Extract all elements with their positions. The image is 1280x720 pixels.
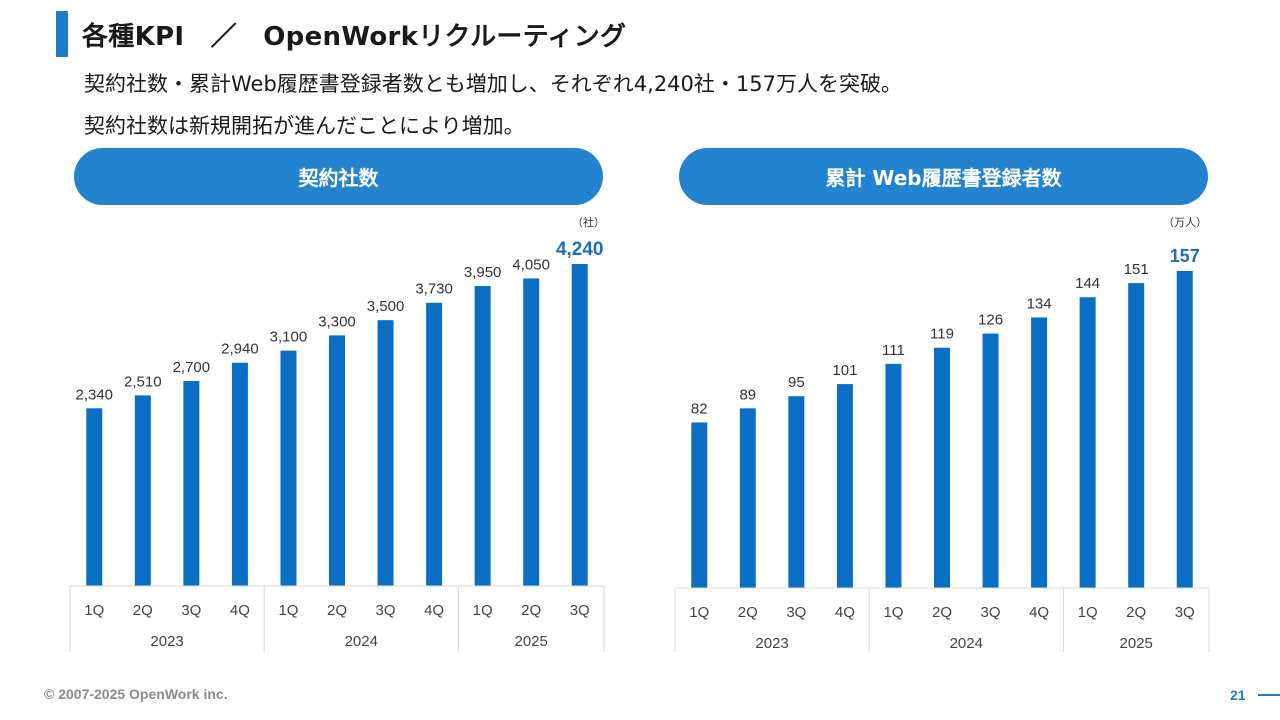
copyright: © 2007-2025 OpenWork inc. (44, 686, 228, 702)
year-label: 2025 (1119, 635, 1152, 652)
bar (329, 335, 345, 586)
quarter-label: 4Q (1029, 604, 1049, 621)
quarter-label: 4Q (230, 602, 250, 619)
quarter-label: 2Q (327, 602, 347, 619)
data-label: 3,730 (415, 281, 453, 298)
bar (885, 363, 902, 588)
quarter-label: 3Q (376, 602, 396, 619)
quarter-label: 2Q (738, 604, 758, 621)
data-label: 2,510 (124, 373, 162, 390)
data-label: 82 (691, 400, 708, 417)
quarter-label: 4Q (835, 604, 855, 621)
quarter-label: 3Q (570, 602, 590, 619)
quarter-label: 1Q (278, 602, 298, 619)
data-label: 3,100 (270, 329, 308, 346)
quarter-label: 1Q (689, 604, 709, 621)
data-label: 2,340 (75, 386, 113, 403)
year-label: 2024 (345, 633, 378, 650)
data-label: 3,950 (464, 264, 502, 281)
data-label: 144 (1075, 275, 1100, 292)
data-label: 101 (832, 362, 857, 379)
bar (523, 278, 540, 586)
bar (1176, 271, 1193, 588)
quarter-label: 2Q (1126, 604, 1146, 621)
quarter-label: 2Q (133, 602, 153, 619)
year-label: 2023 (755, 635, 788, 652)
quarter-label: 4Q (424, 602, 444, 619)
bar (426, 302, 443, 586)
year-label: 2025 (514, 633, 547, 650)
data-label: 126 (978, 312, 1003, 329)
bar (934, 347, 950, 588)
quarter-label: 3Q (786, 604, 806, 621)
quarter-label: 3Q (1175, 604, 1195, 621)
quarter-label: 1Q (473, 602, 493, 619)
page-number: 21 (1230, 687, 1246, 703)
bar (1128, 283, 1145, 588)
bar (134, 395, 151, 586)
bar (739, 408, 756, 588)
chart-title-contracts: 契約社数 (74, 148, 603, 205)
bar (183, 380, 200, 586)
bar (691, 422, 708, 588)
bar (836, 384, 853, 588)
data-label: 4,050 (512, 256, 550, 273)
year-label: 2023 (150, 633, 183, 650)
contracts-chart: 2,340 2,510 2,700 2,940 3,100 3,300 3,500 3,730… (69, 239, 605, 652)
data-label: 89 (739, 386, 756, 403)
data-label: 134 (1027, 295, 1052, 312)
bar (231, 362, 248, 586)
data-label: 111 (882, 342, 905, 359)
bar (86, 408, 103, 586)
page-number-line (1258, 694, 1280, 696)
data-label: 4,240 (556, 239, 604, 260)
quarter-label: 3Q (181, 602, 201, 619)
quarter-label: 1Q (1078, 604, 1098, 621)
data-label: 3,300 (318, 313, 356, 330)
quarter-label: 2Q (521, 602, 541, 619)
year-label: 2024 (950, 635, 983, 652)
lead-text-1: 契約社数・累計Web履歴書登録者数とも増加し、それぞれ4,240社・157万人を… (84, 72, 902, 96)
bar (377, 320, 394, 586)
unit-label-contracts: （社） (572, 216, 605, 229)
data-label: 2,940 (221, 341, 259, 358)
bar (982, 333, 999, 588)
data-label: 119 (930, 326, 954, 343)
lead-text-2: 契約社数は新規開拓が進んだことにより増加。 (84, 114, 525, 138)
data-label: 95 (788, 374, 805, 391)
bar (1031, 317, 1048, 588)
title-accent-bar (56, 11, 68, 57)
data-label: 151 (1124, 261, 1149, 278)
unit-label-registrants: （万人） (1163, 216, 1207, 229)
data-label: 3,500 (367, 298, 405, 315)
page-title: 各種KPI ／ OpenWorkリクルーティング (82, 22, 627, 52)
registrants-chart: 82 89 95 101 111 119 126 134 144 151 157 1Q 2Q 3Q 4Q 1Q… (674, 246, 1210, 652)
bar (571, 264, 588, 586)
bar (474, 286, 491, 586)
data-label: 2,700 (173, 359, 211, 376)
quarter-label: 3Q (981, 604, 1001, 621)
data-label: 157 (1170, 246, 1200, 266)
chart-title-registrants: 累計 Web履歴書登録者数 (679, 148, 1208, 205)
quarter-label: 1Q (84, 602, 104, 619)
bar (788, 396, 805, 588)
quarter-label: 1Q (883, 604, 903, 621)
quarter-label: 2Q (932, 604, 952, 621)
bar (1079, 297, 1096, 588)
bar (280, 350, 297, 586)
